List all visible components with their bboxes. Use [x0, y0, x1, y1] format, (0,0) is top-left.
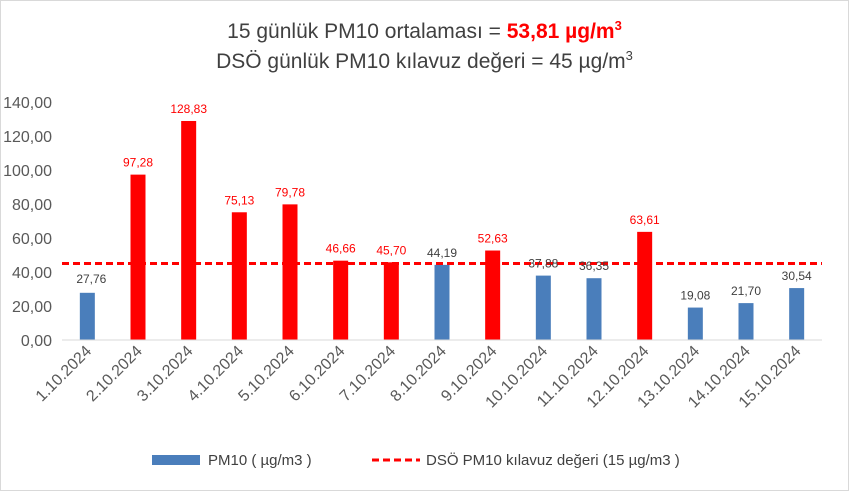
legend-pm10-swatch — [152, 455, 200, 465]
data-label-2.10.2024: 97,28 — [123, 156, 153, 170]
bar-10.10.2024 — [535, 275, 551, 340]
data-label-5.10.2024: 79,78 — [275, 185, 305, 199]
data-label-14.10.2024: 21,70 — [731, 284, 761, 298]
data-label-1.10.2024: 27,76 — [76, 272, 106, 286]
bar-15.10.2024 — [789, 288, 805, 340]
y-tick-label: 20,00 — [12, 299, 52, 316]
bar-8.10.2024 — [434, 264, 450, 340]
data-label-11.10.2024: 36,35 — [579, 259, 609, 273]
data-label-9.10.2024: 52,63 — [478, 232, 508, 246]
bar-2.10.2024 — [130, 174, 146, 340]
bar-6.10.2024 — [333, 260, 349, 340]
bar-13.10.2024 — [687, 307, 703, 340]
bar-7.10.2024 — [383, 262, 399, 340]
bar-5.10.2024 — [282, 204, 298, 340]
data-label-15.10.2024: 30,54 — [782, 269, 812, 283]
bar-12.10.2024 — [637, 231, 653, 340]
y-tick-label: 100,00 — [3, 163, 52, 180]
bar-1.10.2024 — [79, 292, 95, 340]
chart-title-line2: DSÖ günlük PM10 kılavuz değeri = 45 µg/m… — [0, 48, 849, 74]
data-label-4.10.2024: 75,13 — [224, 193, 254, 207]
data-label-8.10.2024: 44,19 — [427, 246, 457, 260]
bar-9.10.2024 — [485, 250, 501, 340]
y-tick-label: 120,00 — [3, 129, 52, 146]
data-label-6.10.2024: 46,66 — [326, 242, 356, 256]
title-average-prefix: 15 günlük PM10 ortalaması = — [227, 20, 507, 43]
y-tick-label: 140,00 — [3, 95, 52, 112]
bar-11.10.2024 — [586, 278, 602, 340]
bar-3.10.2024 — [181, 120, 197, 340]
data-label-10.10.2024: 37,88 — [528, 257, 558, 271]
data-label-12.10.2024: 63,61 — [630, 213, 660, 227]
y-tick-label: 60,00 — [12, 231, 52, 248]
title-average-value: 53,81 µg/m3 — [506, 18, 622, 43]
y-tick-label: 80,00 — [12, 197, 52, 214]
bar-4.10.2024 — [231, 212, 247, 340]
bar-14.10.2024 — [738, 303, 754, 340]
title-guideline-sup: 3 — [625, 48, 633, 63]
data-label-7.10.2024: 45,70 — [376, 243, 406, 257]
data-label-3.10.2024: 128,83 — [170, 102, 207, 116]
legend-guideline-label: DSÖ PM10 kılavuz değeri (15 µg/m3 ) — [426, 451, 680, 469]
chart-title-line1: 15 günlük PM10 ortalaması = 53,81 µg/m3 — [0, 18, 849, 44]
y-tick-label: 40,00 — [12, 265, 52, 282]
data-label-13.10.2024: 19,08 — [680, 289, 710, 303]
y-tick-label: 0,00 — [21, 333, 52, 350]
title-guideline-text: DSÖ günlük PM10 kılavuz değeri = 45 µg/m — [216, 50, 626, 73]
legend-pm10-label: PM10 ( µg/m3 ) — [208, 452, 312, 469]
